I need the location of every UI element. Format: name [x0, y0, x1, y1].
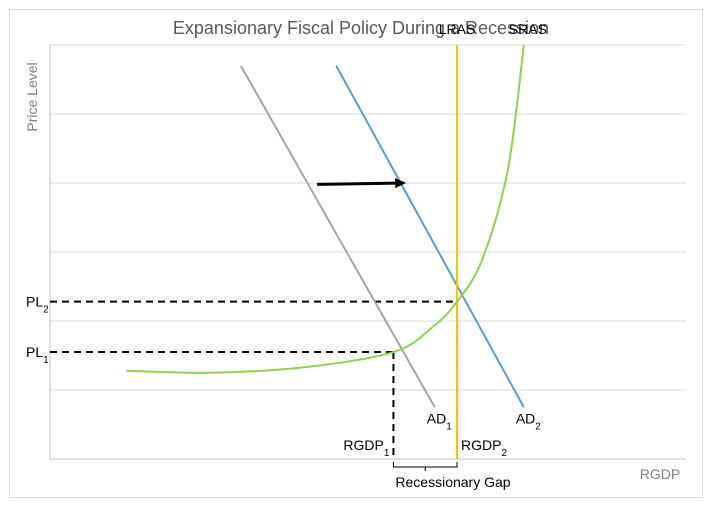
x-axis-label: RGDP — [640, 466, 680, 482]
pl1-label: PL1 — [26, 344, 49, 366]
sras-curve — [126, 44, 525, 374]
recessionary-gap: Recessionary Gap — [392, 462, 511, 490]
ad2-label: AD2 — [516, 410, 541, 432]
sras-label: SRAS — [509, 21, 547, 37]
rgdp1-label: RGDP1 — [343, 437, 389, 459]
ad1-curve — [239, 65, 436, 408]
shift-arrow-line — [317, 181, 396, 186]
gap-bracket — [392, 462, 458, 471]
ad2-curve — [335, 65, 525, 408]
pl2-label: PL2 — [26, 294, 49, 316]
y-axis-label: Price Level — [24, 62, 40, 131]
gap-label: Recessionary Gap — [395, 474, 510, 490]
curve-labels: PL1 PL2 AD1 AD2 LRAS SRAS RGDP1 RGDP2 — [26, 21, 547, 459]
lras-label: LRAS — [439, 21, 476, 37]
curves — [126, 44, 525, 459]
rgdp2-label: RGDP2 — [461, 437, 507, 459]
ad1-label: AD1 — [427, 410, 452, 432]
axes — [49, 45, 686, 460]
chart-title: Expansionary Fiscal Policy During a Rece… — [173, 18, 549, 38]
chart-border — [9, 9, 703, 498]
shift-arrow-head — [395, 178, 407, 189]
gridlines — [50, 44, 686, 391]
